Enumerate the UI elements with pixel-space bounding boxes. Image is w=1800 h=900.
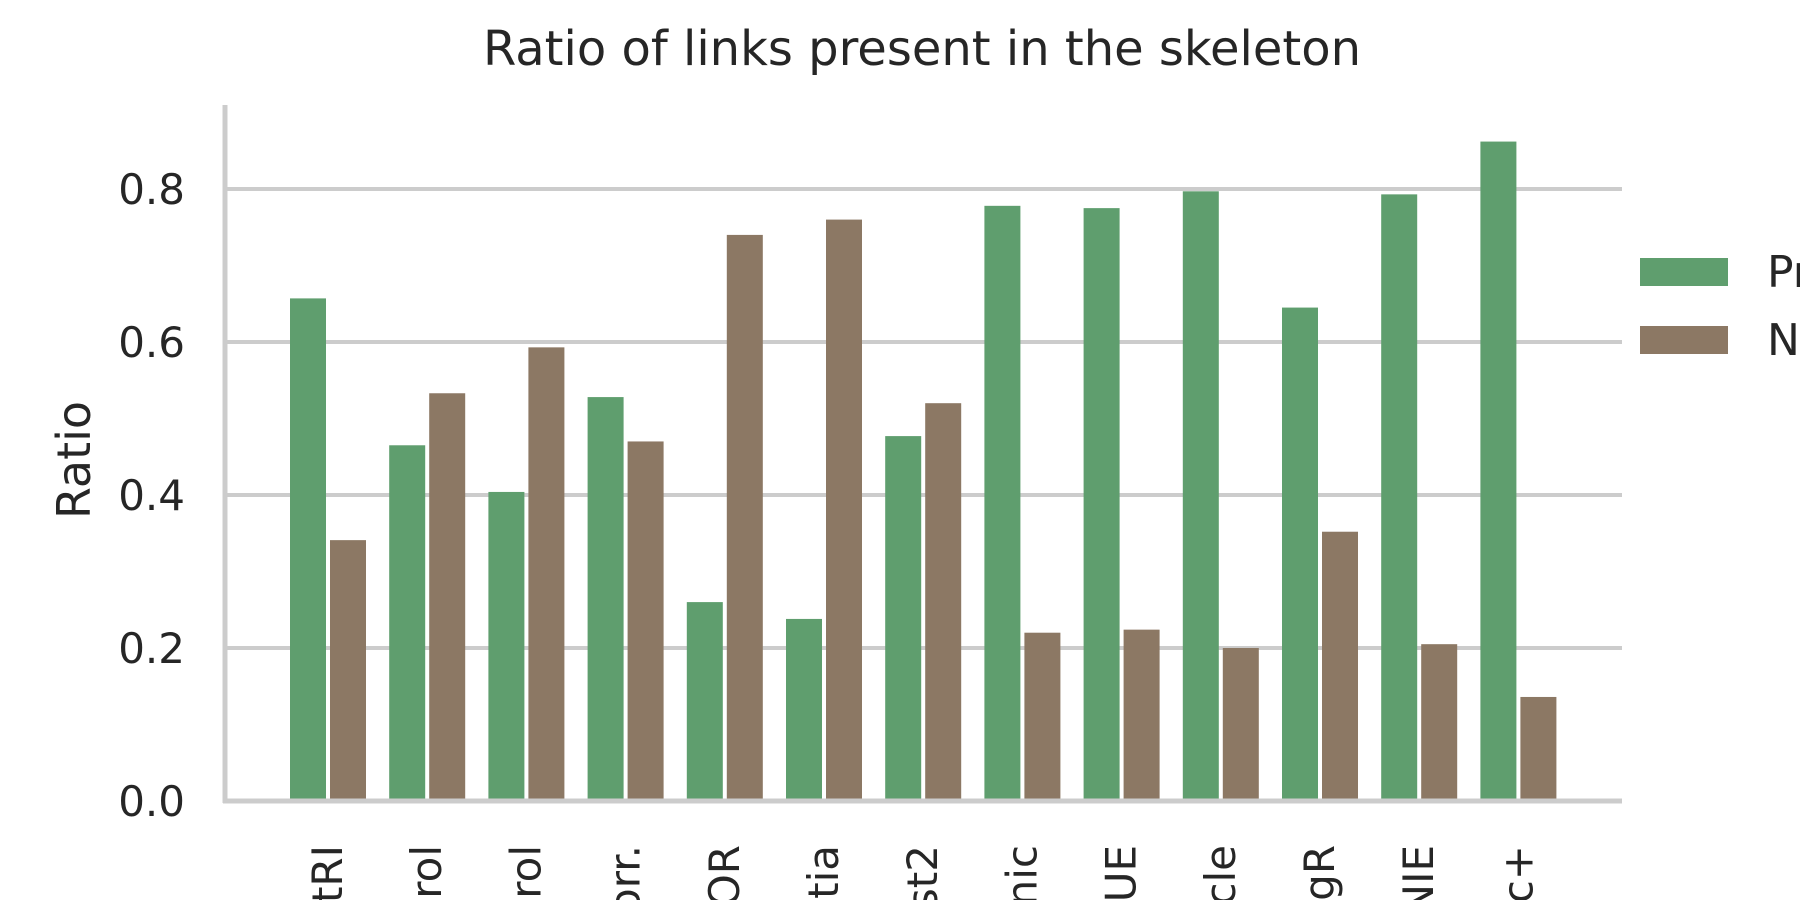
bar-series-1 <box>1381 194 1418 802</box>
x-tick-label: rol <box>501 845 550 899</box>
bar-series-2 <box>330 540 366 801</box>
chart-title: Ratio of links present in the skeleton <box>483 21 1361 77</box>
legend-swatch <box>1640 258 1728 286</box>
x-tick-label: gR <box>1295 845 1344 900</box>
y-tick-label: 0.6 <box>118 318 185 367</box>
x-tick-labels: tRI rol rol orr. OR tia st2 nic UE cle gR NIE c+ <box>303 845 1542 900</box>
bar-series-1 <box>1083 208 1120 801</box>
x-tick-label: st2 <box>898 845 947 900</box>
x-tick-label: cle <box>1196 845 1245 900</box>
bar-series-2 <box>528 347 565 801</box>
bar-series-1 <box>1282 307 1318 801</box>
bar-series-2 <box>726 234 763 801</box>
bar-series-1 <box>587 397 624 801</box>
bar-series-2 <box>826 219 862 802</box>
bar-series-1 <box>488 491 525 801</box>
bar-series-2 <box>1322 531 1358 801</box>
bar-series-1 <box>786 618 822 801</box>
x-tick-label: tia <box>799 845 848 899</box>
legend-swatch <box>1640 326 1728 354</box>
y-tick-label: 0.4 <box>118 471 185 520</box>
bar-series-1 <box>1480 141 1517 801</box>
bar-series-1 <box>885 436 922 801</box>
bar-series-1 <box>1182 191 1219 802</box>
legend-label: Pr <box>1767 247 1800 298</box>
bar-series-2 <box>1024 632 1061 801</box>
bar-series-2 <box>925 403 962 801</box>
bars <box>290 141 1557 802</box>
axes <box>222 105 1622 804</box>
x-tick-label: nic <box>997 845 1046 900</box>
bar-series-2 <box>1421 644 1458 801</box>
bar-series-1 <box>686 602 723 801</box>
y-tick-label: 0.0 <box>118 777 185 826</box>
y-axis-label: Ratio <box>47 401 101 519</box>
x-tick-label: OR <box>700 845 749 900</box>
bar-series-2 <box>1123 629 1160 801</box>
x-tick-label: orr. <box>601 845 650 900</box>
bar-series-2 <box>429 393 466 801</box>
x-tick-label: c+ <box>1493 845 1542 900</box>
y-tick-label: 0.8 <box>118 165 185 214</box>
bar-series-2 <box>1222 648 1259 801</box>
bar-series-2 <box>1520 696 1557 801</box>
legend-label: N <box>1767 315 1800 366</box>
y-tick-labels: 0.0 0.2 0.4 0.6 0.8 <box>118 165 185 826</box>
legend: Pr N <box>1640 247 1800 366</box>
x-tick-label: rol <box>402 845 451 899</box>
y-tick-label: 0.2 <box>118 624 185 673</box>
x-tick-label: NIE <box>1394 845 1443 900</box>
bar-series-2 <box>627 441 664 801</box>
bar-series-1 <box>389 445 426 801</box>
x-tick-label: tRI <box>303 845 352 900</box>
x-tick-label: UE <box>1097 845 1146 900</box>
bar-series-1 <box>984 205 1021 801</box>
bar-series-1 <box>290 298 326 801</box>
